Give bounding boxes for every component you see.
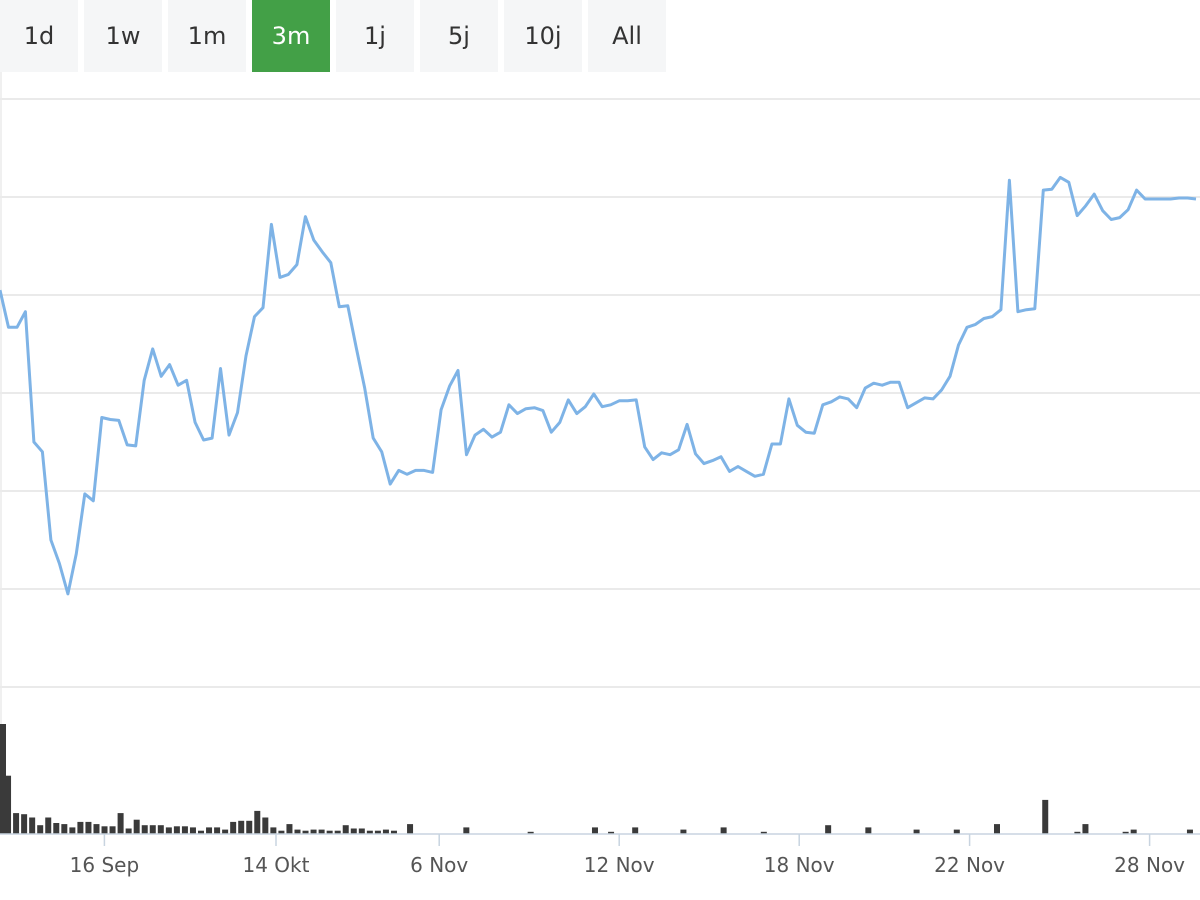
volume-bar bbox=[310, 829, 317, 834]
volume-bar bbox=[21, 814, 28, 834]
range-button-10j[interactable]: 10j bbox=[504, 0, 582, 72]
volume-bar bbox=[334, 830, 341, 834]
volume-bar bbox=[189, 827, 196, 834]
volume-bar bbox=[760, 831, 767, 834]
volume-bar bbox=[326, 830, 333, 834]
volume-bar bbox=[262, 817, 269, 834]
volume-bar bbox=[1122, 831, 1129, 834]
range-button-1d[interactable]: 1d bbox=[0, 0, 78, 72]
volume-bar bbox=[953, 829, 960, 834]
volume-bar bbox=[133, 819, 140, 834]
x-tick-label: 18 Nov bbox=[764, 853, 835, 877]
volume-bar bbox=[318, 829, 325, 834]
x-tick-label: 28 Nov bbox=[1114, 853, 1185, 877]
volume-bar bbox=[206, 827, 213, 834]
volume-bar bbox=[214, 827, 221, 834]
volume-bar bbox=[238, 820, 245, 834]
volume-bar bbox=[37, 825, 44, 834]
volume-bar bbox=[1074, 831, 1081, 834]
grid-lines bbox=[0, 72, 1200, 834]
volume-bars bbox=[0, 724, 1193, 834]
volume-bar bbox=[993, 824, 1000, 834]
volume-bar bbox=[230, 821, 237, 834]
volume-bar bbox=[181, 826, 188, 834]
volume-bar bbox=[825, 825, 832, 834]
volume-bar bbox=[198, 830, 205, 834]
volume-bar bbox=[1042, 799, 1049, 834]
volume-bar bbox=[101, 826, 108, 834]
volume-bar bbox=[0, 724, 6, 834]
range-button-1j[interactable]: 1j bbox=[336, 0, 414, 72]
volume-bar bbox=[45, 817, 52, 834]
volume-bar bbox=[680, 829, 687, 834]
volume-bar bbox=[278, 830, 285, 834]
range-button-5j[interactable]: 5j bbox=[420, 0, 498, 72]
volume-bar bbox=[125, 828, 132, 834]
range-button-1m[interactable]: 1m bbox=[168, 0, 246, 72]
volume-bar bbox=[149, 825, 156, 834]
volume-bar bbox=[302, 830, 309, 834]
volume-bar bbox=[53, 823, 60, 834]
volume-bar bbox=[173, 826, 180, 834]
volume-bar bbox=[913, 829, 920, 834]
volume-bar bbox=[286, 824, 293, 834]
volume-bar bbox=[13, 813, 20, 834]
volume-bar bbox=[5, 775, 12, 834]
volume-bar bbox=[165, 827, 172, 834]
volume-bar bbox=[407, 824, 414, 834]
x-tick-label: 22 Nov bbox=[934, 853, 1005, 877]
range-button-all[interactable]: All bbox=[588, 0, 666, 72]
volume-bar bbox=[390, 830, 397, 834]
volume-bar bbox=[157, 825, 164, 834]
volume-bar bbox=[608, 831, 615, 834]
volume-bar bbox=[93, 824, 100, 834]
volume-bar bbox=[591, 827, 598, 834]
volume-bar bbox=[222, 829, 229, 834]
volume-bar bbox=[720, 827, 727, 834]
volume-bar bbox=[865, 827, 872, 834]
x-tick-label: 6 Nov bbox=[410, 853, 468, 877]
volume-bar bbox=[246, 820, 253, 834]
volume-bar bbox=[69, 827, 76, 834]
volume-bar bbox=[463, 827, 470, 834]
volume-bar bbox=[294, 829, 301, 834]
price-line bbox=[0, 175, 1197, 596]
volume-bar bbox=[61, 824, 68, 834]
volume-bar bbox=[270, 827, 277, 834]
volume-bar bbox=[1082, 824, 1089, 834]
volume-bar bbox=[109, 826, 116, 834]
volume-bar bbox=[374, 830, 381, 834]
x-axis: 16 Sep 14 Okt 6 Nov 12 Nov 18 Nov 22 Nov 28 No… bbox=[0, 833, 1200, 877]
volume-bar bbox=[117, 813, 124, 834]
volume-bar bbox=[358, 828, 365, 834]
volume-bar bbox=[366, 830, 373, 834]
volume-bar bbox=[350, 828, 357, 834]
x-tick-label: 14 Okt bbox=[243, 853, 310, 877]
volume-bar bbox=[141, 825, 148, 834]
volume-bar bbox=[342, 825, 349, 834]
volume-bar bbox=[527, 831, 534, 834]
volume-bar bbox=[85, 821, 92, 834]
volume-bar bbox=[382, 829, 389, 834]
x-tick-label: 12 Nov bbox=[584, 853, 655, 877]
range-button-3m[interactable]: 3m bbox=[252, 0, 330, 72]
volume-bar bbox=[77, 821, 84, 834]
x-tick-label: 16 Sep bbox=[70, 853, 140, 877]
volume-bar bbox=[29, 817, 36, 834]
range-button-1w[interactable]: 1w bbox=[84, 0, 162, 72]
volume-bar bbox=[254, 810, 261, 834]
volume-bar bbox=[1130, 829, 1137, 834]
volume-bar bbox=[1186, 829, 1193, 834]
price-line-layer bbox=[0, 175, 1197, 596]
volume-bar bbox=[632, 827, 639, 834]
